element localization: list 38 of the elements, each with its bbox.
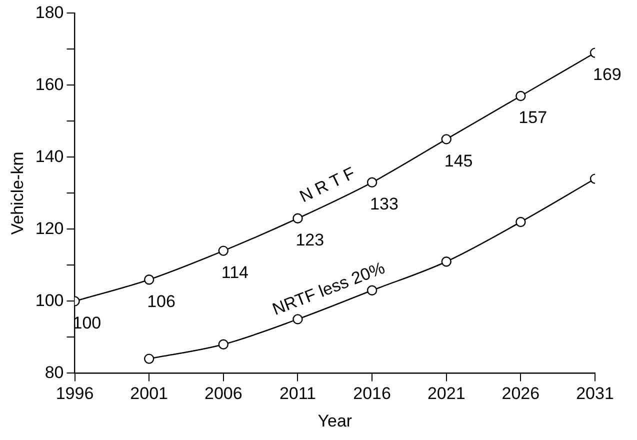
point: [218, 246, 229, 256]
y-tick-label: 80: [44, 362, 64, 382]
point: [292, 314, 303, 324]
point: [441, 134, 452, 144]
point: [366, 177, 378, 188]
data-label: 123: [296, 230, 324, 250]
data-label: 169: [593, 64, 622, 84]
x-tick-label: 2001: [130, 384, 168, 404]
x-tick-label: 1996: [56, 384, 94, 404]
text: NRTF less 20%: [270, 258, 388, 319]
y-tick-label: 160: [35, 74, 64, 94]
y-tick-label: 120: [35, 218, 64, 238]
data-label: 157: [518, 108, 548, 128]
x-tick-label: 2021: [427, 384, 466, 404]
x-tick-label: 2026: [502, 384, 540, 404]
data-label: 100: [72, 313, 102, 332]
x-tick-label: 2031: [576, 384, 614, 404]
data-label: 133: [370, 194, 398, 214]
x-tick-label: 2011: [279, 384, 316, 404]
point: [218, 339, 229, 350]
y-axis-title: Vehicle-km: [8, 152, 27, 235]
y-tick-label: 140: [35, 146, 64, 166]
x-tick-label: 2016: [353, 384, 391, 404]
data-label: 145: [444, 151, 473, 170]
x-axis-title: Year: [318, 411, 352, 430]
point: [144, 354, 154, 364]
x-tick-label: 2006: [204, 384, 242, 404]
y-tick-label: 100: [35, 290, 64, 310]
point: [516, 90, 526, 102]
point: [366, 285, 378, 296]
point: [144, 274, 154, 285]
data-label: 106: [147, 292, 176, 311]
point: [516, 216, 526, 228]
text: N R T F: [296, 163, 358, 206]
point: [292, 213, 303, 224]
point: [441, 256, 452, 267]
y-tick-label: 180: [35, 2, 64, 22]
data-label: 114: [221, 262, 249, 282]
